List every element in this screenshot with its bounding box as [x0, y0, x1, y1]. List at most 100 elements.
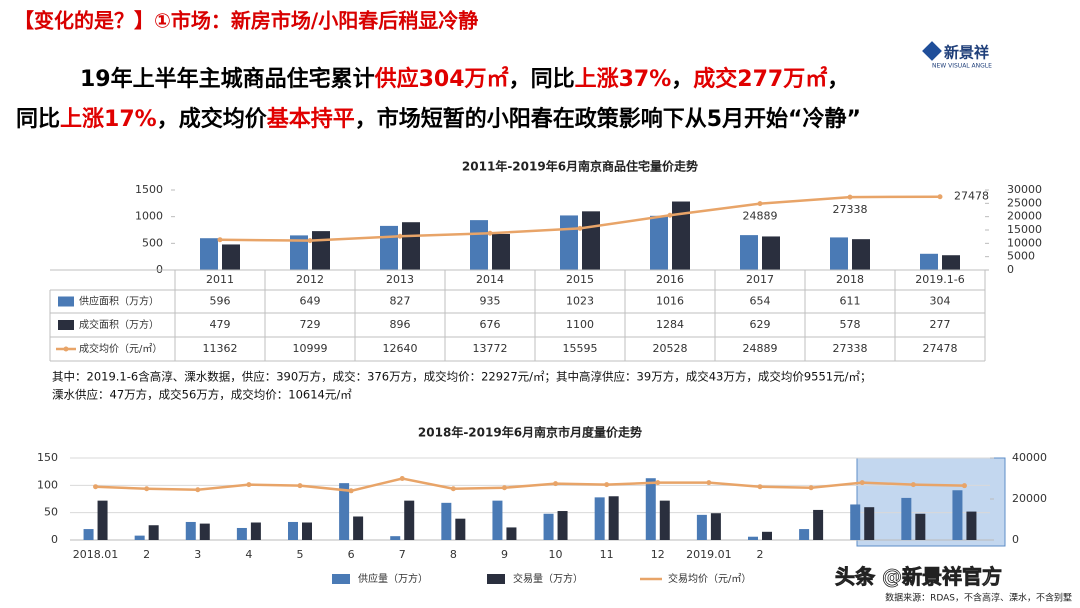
bar: [850, 504, 861, 540]
headline-run: ，市场短暂的小阳春在政策影响下从5月开始“冷静”: [355, 106, 861, 132]
table-cell: 20528: [653, 342, 688, 355]
bar: [645, 478, 656, 540]
bar: [250, 522, 261, 540]
table-cell: 304: [930, 295, 951, 308]
price-dot: [961, 483, 967, 489]
table-cell: 654: [750, 295, 771, 308]
price-dot: [706, 480, 712, 486]
y-tick-label: 500: [142, 236, 163, 249]
bar: [762, 236, 780, 270]
price-dot: [757, 201, 763, 207]
price-dot: [859, 480, 865, 486]
headline-run: 同比: [16, 107, 60, 132]
legend-key: [487, 574, 505, 584]
x-tick-label: 2019.01: [686, 548, 732, 561]
bar: [222, 244, 240, 270]
bar: [864, 507, 875, 540]
y-tick-label: 1500: [135, 183, 163, 196]
price-dot: [937, 194, 943, 200]
table-cell: 935: [480, 295, 501, 308]
bar: [148, 525, 159, 540]
note-line: 其中：2019.1-6含高淳、溧水数据，供应：390万方，成交：376万方，成交…: [52, 370, 871, 384]
bar: [560, 215, 578, 270]
highlight-box: [856, 457, 1006, 547]
y-tick-label: 1000: [135, 210, 163, 223]
y2-tick-label: 20000: [1012, 492, 1047, 505]
table-cell: 896: [390, 318, 411, 331]
bar: [852, 239, 870, 270]
x-tick-label: 10: [549, 548, 563, 561]
data-label: 24889: [743, 210, 778, 223]
price-dot: [501, 485, 507, 491]
chart: 2011年-2019年6月南京商品住宅量价走势 0 500 1000 15000 5000…: [49, 159, 1042, 362]
legend-key: [63, 346, 69, 352]
bar: [134, 535, 145, 540]
bar: [390, 536, 401, 540]
price-dot: [604, 482, 610, 488]
price-dot: [195, 487, 201, 493]
legend-label: 成交均价（元/㎡）: [79, 342, 162, 355]
legend-label: 供应面积（万方）: [79, 295, 159, 308]
bar: [966, 511, 977, 540]
x-tick-label: 2011: [206, 273, 234, 286]
x-tick-label: 2012: [296, 273, 324, 286]
table-cell: 15595: [563, 342, 598, 355]
legend-key: [58, 320, 74, 330]
price-dot: [144, 486, 150, 492]
bar: [492, 500, 503, 540]
legend-key: [58, 296, 74, 307]
table-cell: 13772: [473, 342, 508, 355]
legend-key: [332, 574, 350, 584]
price-dot: [487, 230, 493, 236]
bar: [915, 513, 926, 540]
bar: [290, 235, 308, 270]
price-dot: [399, 476, 405, 481]
legend-label: 供应量（万方）: [358, 572, 428, 585]
table-cell: 827: [390, 295, 411, 308]
bar: [492, 233, 510, 270]
bar: [506, 527, 517, 540]
price-dot: [297, 483, 303, 489]
x-tick-label: 2017: [746, 273, 774, 286]
table-cell: 12640: [383, 342, 418, 355]
x-tick-label: 2019.1-6: [915, 273, 964, 286]
table-cell: 277: [930, 318, 951, 331]
price-line: [95, 477, 965, 493]
x-tick-label: 4: [245, 548, 252, 561]
source: 数据来源：RDAS，不含高淳、溧水，不含别墅: [885, 592, 1072, 604]
y2-tick-label: 20000: [1007, 210, 1042, 223]
price-dot: [577, 225, 583, 231]
bar: [659, 500, 670, 540]
headline-run: ，: [671, 67, 693, 92]
x-tick-label: 8: [450, 548, 457, 561]
data-label: 27338: [833, 203, 868, 216]
price-dot: [553, 481, 559, 487]
bar: [353, 516, 364, 540]
bar: [696, 514, 707, 540]
table-cell: 1023: [566, 295, 594, 308]
table-cell: 1016: [656, 295, 684, 308]
price-dot: [450, 486, 456, 492]
chart: 2018年-2019年6月南京市月度量价走势 0 50 100 150 0 20000 400…: [37, 425, 1047, 586]
table-cell: 596: [210, 295, 231, 308]
headline-run: 基本持平: [267, 107, 355, 132]
bar: [455, 518, 466, 540]
bar: [288, 521, 298, 540]
table-cell: 10999: [293, 342, 328, 355]
x-tick-label: 2018: [836, 273, 864, 286]
bar: [97, 500, 108, 540]
x-tick-label: 9: [501, 548, 508, 561]
y2-tick-label: 25000: [1007, 196, 1042, 209]
headline: 19年上半年主城商品住宅累计供应304万㎡，同比上涨37%，成交277万㎡，同比…: [16, 66, 861, 132]
x-tick-label: 2: [143, 548, 150, 561]
x-tick-label: 12: [651, 548, 665, 561]
price-dot: [246, 482, 252, 488]
table-cell: 649: [300, 295, 321, 308]
bar: [920, 253, 938, 270]
headline-run: 供应304万㎡: [374, 66, 509, 92]
price-dot: [847, 194, 853, 200]
bar: [608, 496, 619, 540]
bar: [748, 536, 758, 540]
note-line: 溧水供应：47万方，成交56万方，成交均价：10614元/㎡: [52, 388, 352, 402]
bar: [402, 222, 420, 270]
